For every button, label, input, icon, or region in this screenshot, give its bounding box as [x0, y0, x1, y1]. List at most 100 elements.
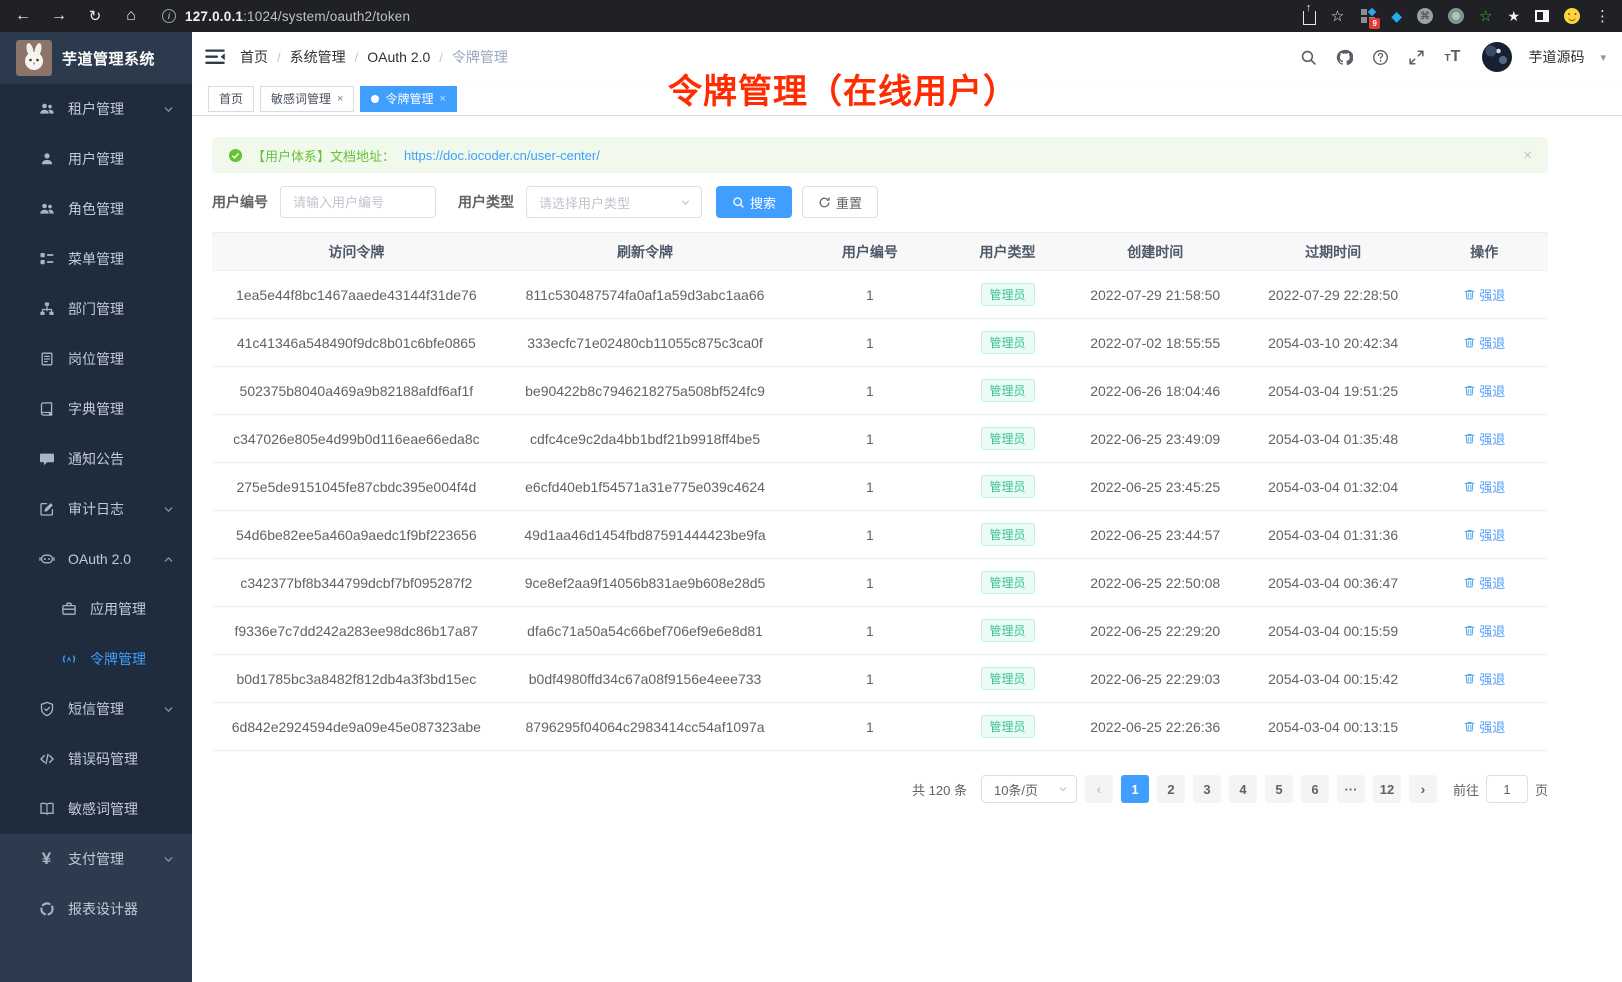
sidebar-item-report-designer[interactable]: 报表设计器 [0, 884, 192, 934]
created-time-cell: 2022-06-25 22:26:36 [1065, 703, 1246, 751]
force-logout-button[interactable]: 强退 [1463, 525, 1505, 544]
page-button-12[interactable]: 12 [1373, 775, 1401, 803]
trash-icon [1463, 384, 1476, 397]
action-cell: 强退 [1420, 367, 1548, 415]
address-bar[interactable]: i 127.0.0.1:1024/system/oauth2/token [162, 9, 1303, 24]
breadcrumb-item[interactable]: 系统管理 [290, 47, 346, 67]
sidebar-item-oauth2[interactable]: OAuth 2.0 [0, 534, 192, 584]
user-id-cell: 1 [789, 511, 950, 559]
reload-icon[interactable]: ↻ [84, 5, 106, 27]
sidebar-item-menu[interactable]: 菜单管理 [0, 234, 192, 284]
page-size-select[interactable]: 10条/页 [981, 775, 1077, 803]
force-logout-button[interactable]: 强退 [1463, 381, 1505, 400]
github-icon[interactable] [1334, 47, 1354, 67]
user-type-select[interactable]: 请选择用户类型 [526, 186, 702, 218]
share-icon[interactable] [1303, 11, 1316, 25]
sidebar-item-oauth2-token[interactable]: A令牌管理 [0, 634, 192, 684]
reset-button[interactable]: 重置 [802, 186, 878, 218]
table-row: 275e5de9151045fe87cbdc395e004f4de6cfd40e… [212, 463, 1548, 511]
chevron-down-icon [163, 504, 174, 515]
chevron-down-icon [163, 704, 174, 715]
sidebar-item-tenant[interactable]: 租户管理 [0, 84, 192, 134]
sidebar-item-pay[interactable]: ¥支付管理 [0, 834, 192, 884]
home-icon[interactable]: ⌂ [120, 5, 142, 27]
force-logout-button[interactable]: 强退 [1463, 573, 1505, 592]
refresh-token-cell: 811c530487574fa0af1a59d3abc1aa66 [501, 271, 790, 319]
tab-token[interactable]: 令牌管理× [360, 86, 456, 112]
record-circle-icon[interactable] [1448, 8, 1464, 24]
page-button-4[interactable]: 4 [1229, 775, 1257, 803]
sidebar-item-post[interactable]: 岗位管理 [0, 334, 192, 384]
avatar[interactable] [1482, 42, 1512, 72]
page-ellipsis[interactable]: ··· [1337, 775, 1365, 803]
sidebar-toggle-icon[interactable] [1535, 10, 1549, 22]
force-logout-button[interactable]: 强退 [1463, 621, 1505, 640]
sidebar-item-label: 字典管理 [68, 399, 124, 419]
force-logout-button[interactable]: 强退 [1463, 429, 1505, 448]
force-logout-button[interactable]: 强退 [1463, 333, 1505, 352]
sidebar-item-role[interactable]: 角色管理 [0, 184, 192, 234]
sidebar-item-sensitive-word[interactable]: 敏感词管理 [0, 784, 192, 834]
page-button-1[interactable]: 1 [1121, 775, 1149, 803]
breadcrumb-item[interactable]: 首页 [240, 47, 268, 67]
gem-icon[interactable]: ◆ [1391, 8, 1402, 25]
tab-home[interactable]: 首页 [208, 86, 254, 112]
user-type-tag: 管理员 [981, 715, 1035, 738]
user-icon [38, 151, 55, 168]
sidebar-item-error-code[interactable]: 错误码管理 [0, 734, 192, 784]
green-star-icon[interactable]: ☆ [1479, 7, 1492, 25]
sidebar-item-oauth2-app[interactable]: 应用管理 [0, 584, 192, 634]
user-type-tag: 管理员 [981, 523, 1035, 546]
extensions-grid-icon[interactable]: 9 [1359, 8, 1376, 25]
caret-down-icon[interactable]: ▾ [1600, 51, 1606, 64]
tab-close-icon[interactable]: × [439, 93, 445, 105]
next-page-button[interactable]: › [1409, 775, 1437, 803]
sidebar-item-user[interactable]: 用户管理 [0, 134, 192, 184]
command-circle-icon[interactable]: ⌘ [1417, 8, 1433, 24]
back-icon[interactable]: ← [12, 5, 34, 27]
user-id-input[interactable] [280, 186, 436, 218]
emoji-icon[interactable] [1564, 8, 1580, 24]
breadcrumb-separator: / [355, 50, 359, 65]
table-header-row: 访问令牌刷新令牌用户编号用户类型创建时间过期时间操作 [212, 233, 1548, 271]
prev-page-button[interactable]: ‹ [1085, 775, 1113, 803]
sidebar-item-dict[interactable]: 字典管理 [0, 384, 192, 434]
breadcrumb-item[interactable]: OAuth 2.0 [367, 49, 430, 65]
tab-close-icon[interactable]: × [337, 93, 343, 105]
user-type-tag: 管理员 [981, 283, 1035, 306]
created-time-cell: 2022-06-25 22:50:08 [1065, 559, 1246, 607]
sidebar-item-notice[interactable]: 通知公告 [0, 434, 192, 484]
page-button-2[interactable]: 2 [1157, 775, 1185, 803]
overflow-menu-icon[interactable]: ⋮ [1595, 7, 1610, 25]
search-icon[interactable] [1298, 47, 1318, 67]
tab-sensitive-word[interactable]: 敏感词管理× [260, 86, 354, 112]
forward-icon[interactable]: → [48, 5, 70, 27]
alert-close-icon[interactable]: × [1523, 147, 1532, 164]
alert-doc-link[interactable]: https://doc.iocoder.cn/user-center/ [404, 148, 600, 163]
question-icon[interactable] [1370, 47, 1390, 67]
force-logout-button[interactable]: 强退 [1463, 285, 1505, 304]
sidebar-item-sms[interactable]: 短信管理 [0, 684, 192, 734]
force-logout-button[interactable]: 强退 [1463, 669, 1505, 688]
fullscreen-icon[interactable] [1406, 47, 1426, 67]
search-button[interactable]: 搜索 [716, 186, 792, 218]
force-logout-button[interactable]: 强退 [1463, 717, 1505, 736]
force-logout-button[interactable]: 强退 [1463, 477, 1505, 496]
url-text[interactable]: 127.0.0.1:1024/system/oauth2/token [185, 9, 410, 24]
white-star-icon[interactable]: ★ [1507, 8, 1520, 25]
created-time-cell: 2022-06-26 18:04:46 [1065, 367, 1246, 415]
sidebar-item-audit-log[interactable]: 审计日志 [0, 484, 192, 534]
font-size-icon[interactable]: TT [1442, 47, 1462, 67]
star-icon[interactable]: ☆ [1331, 7, 1344, 25]
action-cell: 强退 [1420, 703, 1548, 751]
sidebar-item-dept[interactable]: 部门管理 [0, 284, 192, 334]
menu-fold-icon[interactable] [204, 46, 226, 68]
page-button-5[interactable]: 5 [1265, 775, 1293, 803]
username[interactable]: 芋道源码 [1528, 47, 1584, 67]
svg-text:A: A [66, 656, 71, 663]
goto-page-input[interactable] [1486, 775, 1528, 803]
page-button-6[interactable]: 6 [1301, 775, 1329, 803]
sidebar-logo[interactable]: 芋道管理系统 [0, 32, 192, 84]
page-button-3[interactable]: 3 [1193, 775, 1221, 803]
info-icon[interactable]: i [162, 9, 176, 23]
